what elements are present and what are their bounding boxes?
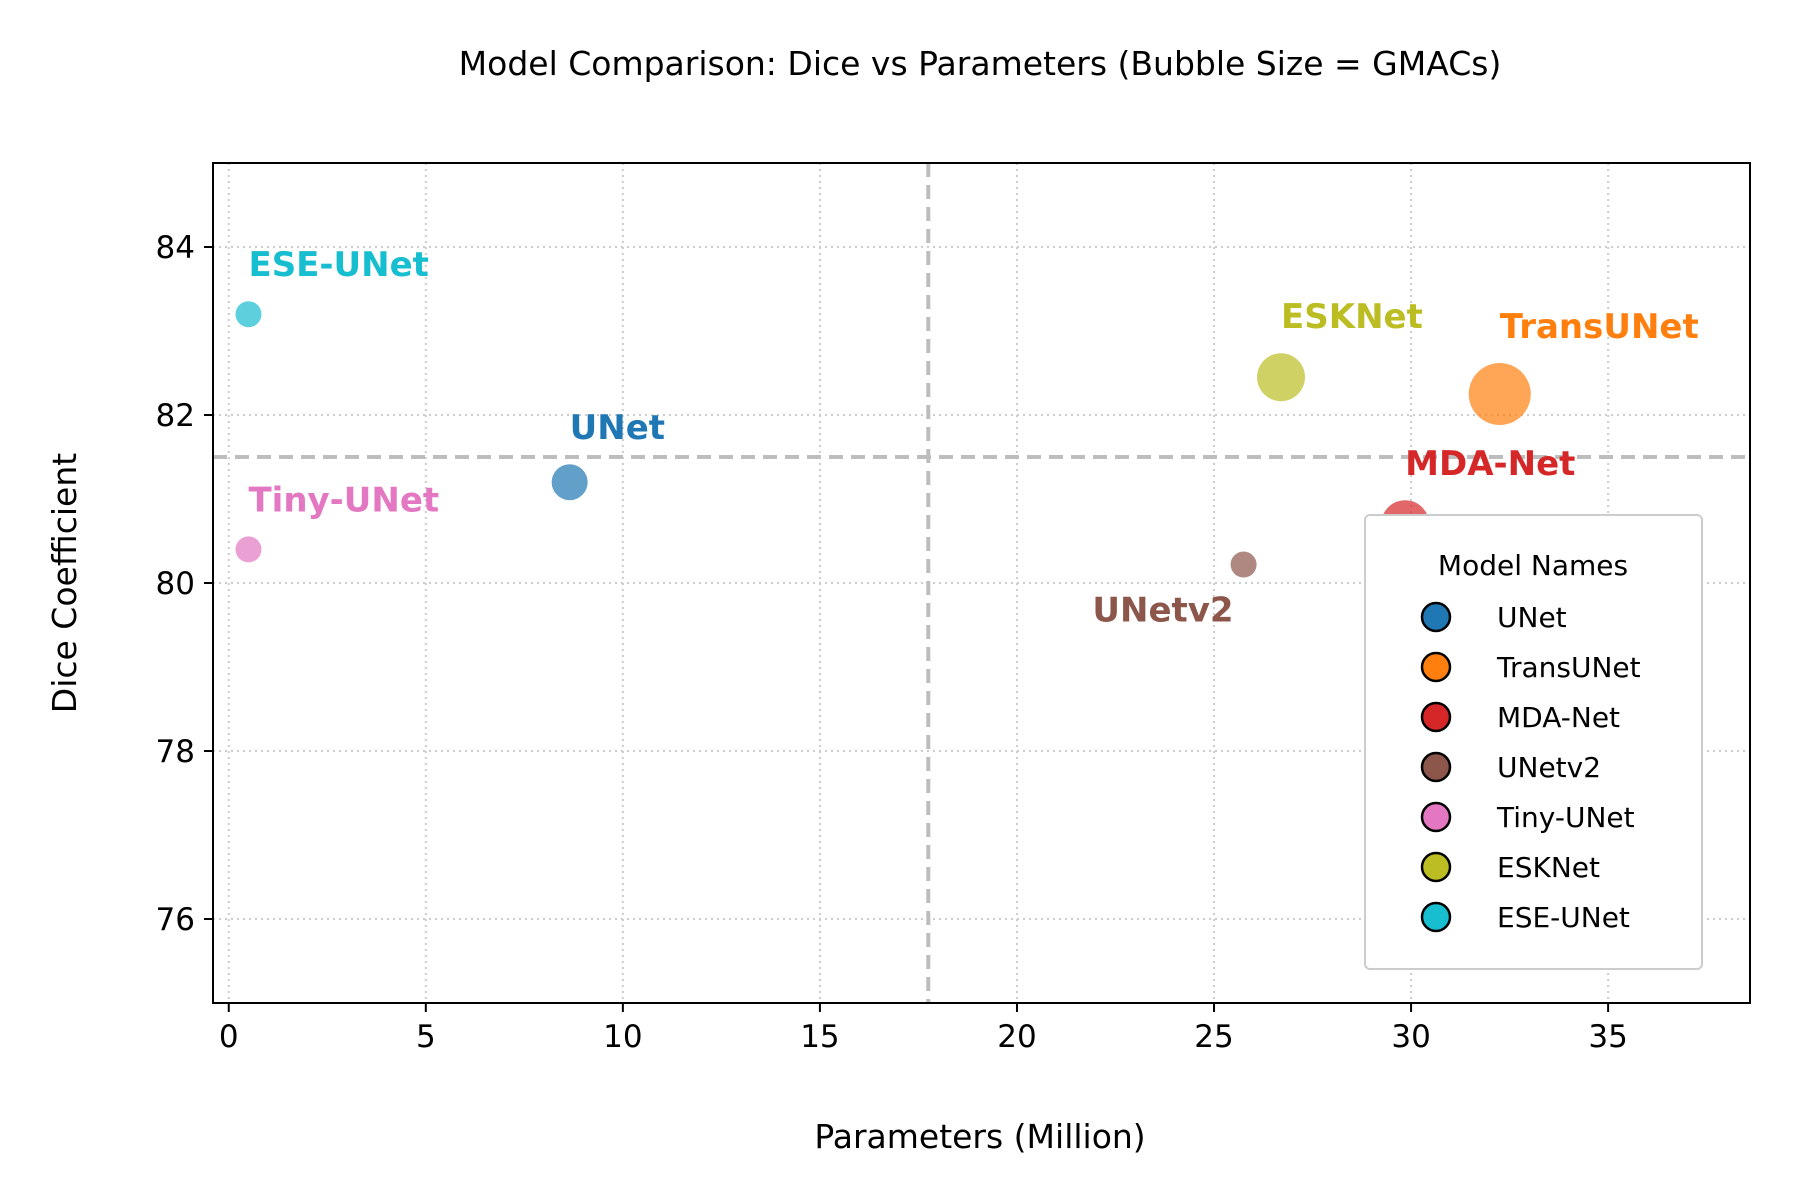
y-tick-label: 80 (156, 566, 195, 602)
y-axis-label: Dice Coefficient (45, 453, 84, 713)
point-unet (551, 464, 588, 501)
legend-label: Tiny-UNet (1496, 801, 1635, 834)
legend-label: ESE-UNet (1497, 901, 1630, 934)
point-transunet (1468, 363, 1531, 425)
point-label-ese-unet: ESE-UNet (248, 245, 428, 285)
legend-marker (1420, 601, 1452, 633)
legend-label: TransUNet (1496, 651, 1641, 684)
x-tick-label: 0 (219, 1019, 239, 1055)
legend-box (1364, 514, 1703, 970)
point-label-mda-net: MDA-Net (1405, 444, 1575, 484)
legend-marker (1420, 801, 1452, 833)
y-tick-label: 76 (156, 902, 195, 938)
x-axis: 0 5 10 15 20 25 30 35 (219, 1003, 1628, 1055)
legend-label: UNet (1497, 601, 1567, 634)
legend-marker (1420, 751, 1452, 783)
x-tick-label: 30 (1391, 1019, 1430, 1055)
chart-title: Model Comparison: Dice vs Parameters (Bu… (459, 44, 1502, 83)
point-esknet (1257, 353, 1306, 402)
y-axis: 76 78 80 82 84 (156, 230, 213, 938)
x-tick-label: 35 (1588, 1019, 1627, 1055)
point-label-unet: UNet (570, 408, 665, 448)
x-axis-label: Parameters (Million) (814, 1117, 1145, 1156)
legend-marker (1420, 851, 1452, 883)
y-tick-label: 82 (156, 398, 195, 434)
x-tick-label: 5 (416, 1019, 436, 1055)
x-tick-label: 10 (603, 1019, 642, 1055)
point-ese-unet (235, 301, 262, 328)
legend-label: ESKNet (1497, 851, 1600, 884)
x-tick-label: 20 (997, 1019, 1036, 1055)
point-label-esknet: ESKNet (1281, 297, 1423, 337)
legend-marker (1420, 651, 1452, 683)
legend: Model Names UNet TransUNet MDA-Net UNetv2 Ti… (1364, 514, 1703, 970)
point-tiny-unet (235, 536, 262, 563)
point-label-transunet: TransUNet (1500, 307, 1699, 347)
legend-marker (1420, 701, 1452, 733)
point-unetv2 (1230, 551, 1257, 578)
point-label-unetv2: UNetv2 (1092, 591, 1233, 631)
y-tick-label: 78 (156, 734, 195, 770)
point-labels: UNet TransUNet MDA-Net UNetv2 Tiny-UNet ESKNe… (248, 245, 1698, 630)
legend-title: Model Names (1438, 549, 1628, 582)
legend-items: UNet TransUNet MDA-Net UNetv2 Tiny-UNet ESKNe… (1420, 601, 1641, 934)
data-points (235, 301, 1531, 578)
x-tick-label: 25 (1194, 1019, 1233, 1055)
legend-label: UNetv2 (1497, 751, 1601, 784)
legend-marker (1420, 901, 1452, 933)
point-label-tiny-unet: Tiny-UNet (248, 480, 439, 520)
legend-label: MDA-Net (1497, 701, 1620, 734)
reference-lines (213, 163, 1750, 1003)
y-tick-label: 84 (156, 230, 195, 266)
x-tick-label: 15 (800, 1019, 839, 1055)
